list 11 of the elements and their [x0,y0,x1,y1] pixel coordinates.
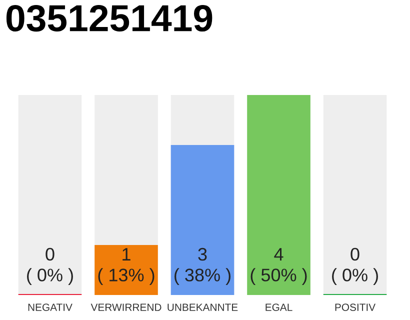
x-tick-label: POSITIV [335,304,376,311]
x-tick-label: NEGATIV [28,304,72,311]
x-tick-label: EGAL [266,304,292,311]
x-tick-label: UNBEKANNTE [168,304,238,311]
x-tick-label: VERWIRREND [90,304,162,311]
data-label: 3 ( 38% ) [174,248,230,285]
data-label: 0 ( 0% ) [27,248,73,285]
data-label: 4 ( 50% ) [250,248,307,285]
data-label: 0 ( 0% ) [332,248,378,285]
data-label: 1 ( 13% ) [98,248,154,285]
chart-title: 0351251419 [6,4,212,32]
